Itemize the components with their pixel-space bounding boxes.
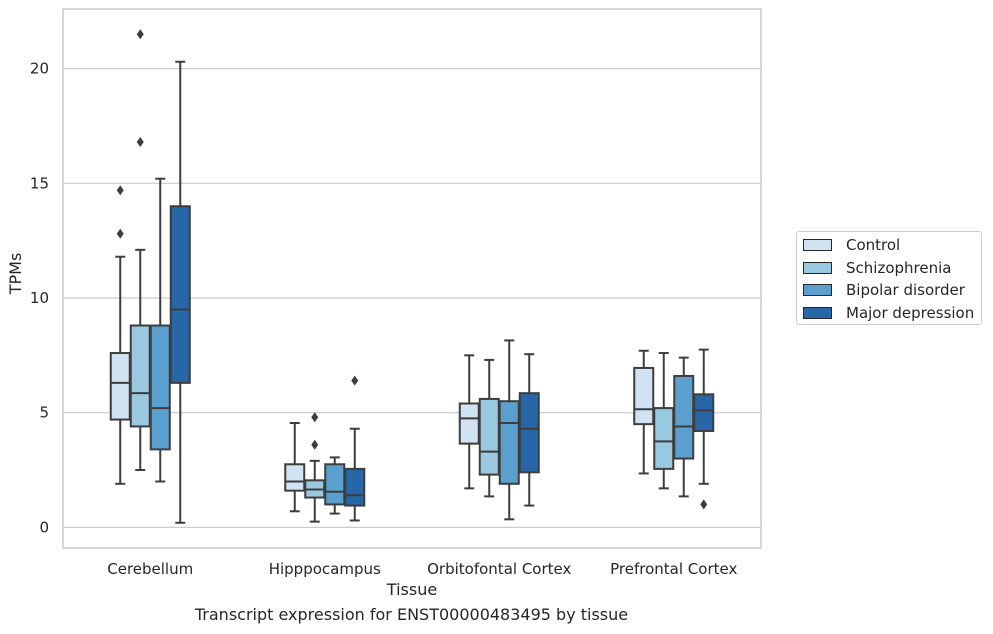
- outlier-point: [311, 439, 319, 450]
- outlier-point: [351, 375, 359, 386]
- box-major-depression-2: [518, 353, 540, 507]
- y-axis-label: TPMs: [6, 253, 25, 296]
- box-iqr: [518, 392, 540, 474]
- x-tick-label: Cerebellum: [107, 560, 193, 578]
- box-iqr: [129, 324, 151, 428]
- box-schizophrenia-3: [653, 352, 675, 490]
- box-iqr: [149, 324, 171, 451]
- outlier-point: [136, 29, 144, 40]
- outlier-point: [700, 499, 708, 510]
- box-bipolar-disorder-2: [498, 339, 520, 521]
- legend-item-control: Control: [803, 235, 900, 255]
- y-tick-label: 5: [39, 404, 49, 422]
- outlier-point: [136, 137, 144, 148]
- axes: 0 5 10 15 20 Cerebellum Hipppocampus Orbitofont…: [6, 8, 762, 599]
- box-schizophrenia-0: [129, 29, 151, 472]
- box-major-depression-3: [693, 348, 715, 510]
- box-iqr: [284, 463, 306, 492]
- figure-caption: Transcript expression for ENST0000048349…: [194, 605, 629, 624]
- outlier-point: [311, 412, 319, 423]
- legend-swatch: [803, 284, 832, 296]
- legend-label: Major depression: [846, 303, 975, 322]
- box-schizophrenia-1: [304, 412, 326, 523]
- box-major-depression-0: [169, 60, 191, 524]
- legend-item-major-depression: Major depression: [803, 303, 974, 323]
- boxes: [109, 29, 715, 524]
- box-iqr: [344, 467, 366, 507]
- box-iqr: [673, 374, 695, 460]
- box-iqr: [169, 205, 191, 384]
- box-control-0: [109, 185, 131, 485]
- plot-frame: [62, 8, 762, 549]
- box-iqr: [498, 400, 520, 485]
- x-tick-label: Orbitofontal Cortex: [427, 560, 571, 578]
- box-iqr: [653, 407, 675, 470]
- box-schizophrenia-2: [478, 358, 500, 498]
- box-iqr: [458, 402, 480, 445]
- legend-label: Bipolar disorder: [846, 281, 965, 299]
- box-bipolar-disorder-3: [673, 356, 695, 498]
- outlier-point: [116, 185, 124, 196]
- box-iqr: [109, 352, 131, 421]
- legend-label: Control: [846, 236, 901, 254]
- box-control-3: [633, 349, 655, 475]
- box-control-2: [458, 354, 480, 490]
- y-tick-label: 0: [39, 518, 49, 536]
- legend-swatch: [803, 239, 832, 251]
- box-control-1: [284, 421, 306, 513]
- legend-swatch: [803, 261, 832, 274]
- y-tick-label: 15: [30, 174, 49, 192]
- legend-swatch: [803, 306, 832, 319]
- x-tick-label: Hipppocampus: [269, 560, 381, 578]
- x-tick-label: Prefrontal Cortex: [610, 560, 737, 578]
- y-tick-label: 20: [30, 60, 49, 78]
- box-iqr: [633, 366, 655, 426]
- box-major-depression-1: [344, 375, 366, 522]
- x-axis-label: Tissue: [386, 580, 437, 599]
- box-bipolar-disorder-1: [324, 456, 346, 515]
- box-iqr: [324, 463, 346, 506]
- box-iqr: [478, 397, 500, 476]
- box-iqr: [693, 393, 715, 433]
- box-bipolar-disorder-0: [149, 177, 171, 483]
- legend-label: Schizophrenia: [846, 258, 952, 277]
- y-tick-label: 10: [30, 289, 49, 307]
- legend-item-schizophrenia: Schizophrenia: [803, 258, 951, 278]
- legend: Control Schizophrenia Bipolar disorder M…: [796, 231, 982, 325]
- legend-item-bipolar-disorder: Bipolar disorder: [803, 280, 965, 300]
- outlier-point: [116, 228, 124, 239]
